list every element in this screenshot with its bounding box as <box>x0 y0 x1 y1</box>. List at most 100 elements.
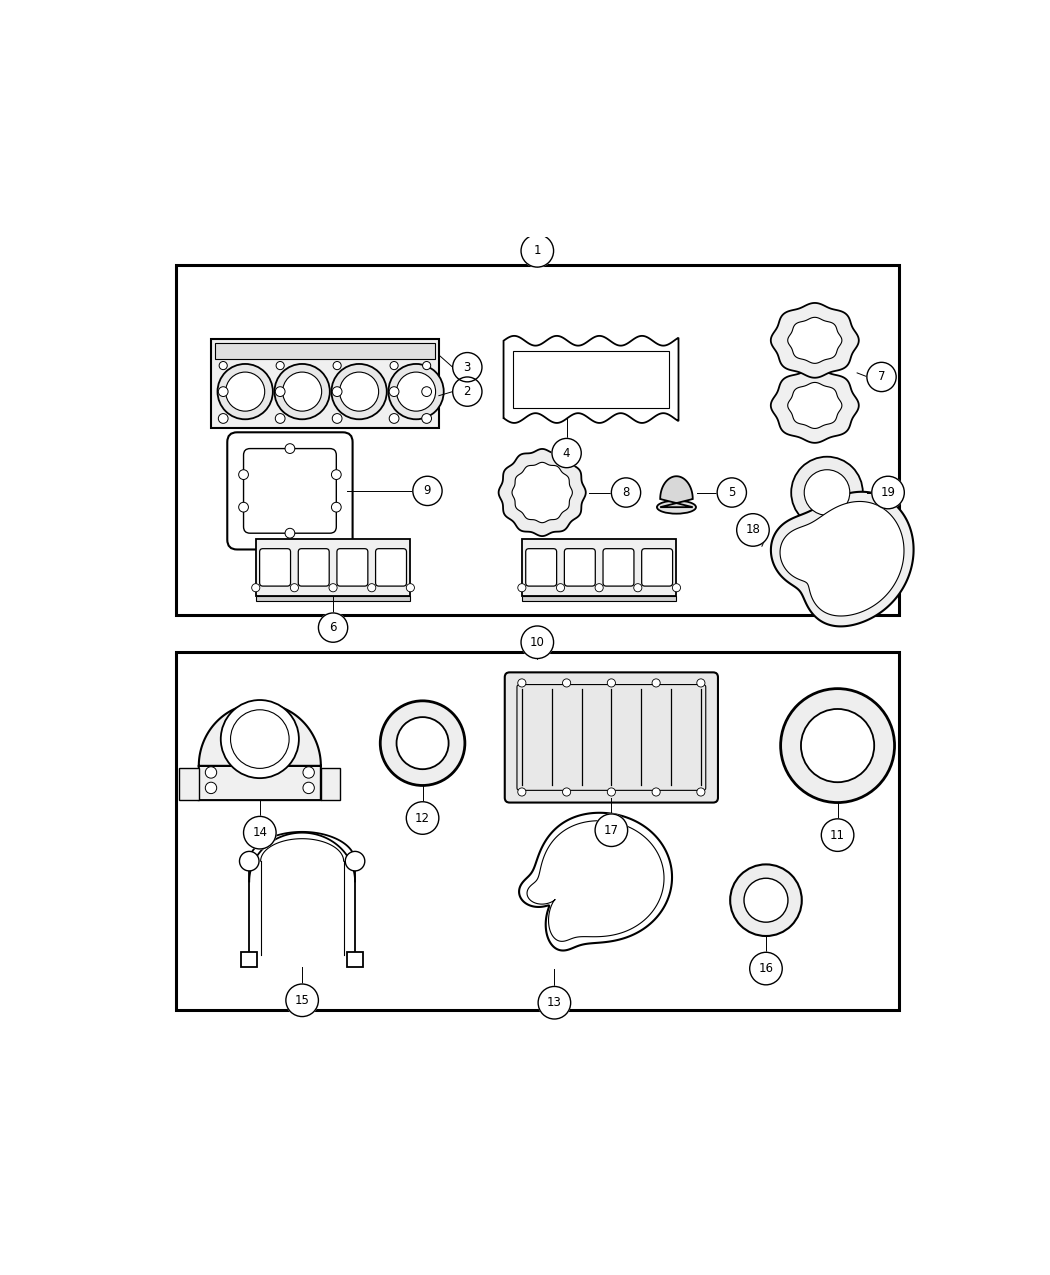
Circle shape <box>518 584 526 592</box>
Circle shape <box>750 952 782 984</box>
Polygon shape <box>788 382 842 428</box>
Text: 13: 13 <box>547 996 562 1010</box>
Text: 6: 6 <box>330 621 337 634</box>
Circle shape <box>303 783 314 793</box>
Circle shape <box>521 235 553 266</box>
FancyBboxPatch shape <box>526 548 556 586</box>
Text: 10: 10 <box>530 636 545 649</box>
Text: 15: 15 <box>295 993 310 1007</box>
Circle shape <box>275 413 285 423</box>
FancyBboxPatch shape <box>298 548 330 586</box>
Circle shape <box>276 362 285 370</box>
Circle shape <box>274 363 330 419</box>
Text: 3: 3 <box>464 361 471 374</box>
Circle shape <box>804 469 849 515</box>
Polygon shape <box>512 463 572 523</box>
FancyBboxPatch shape <box>259 548 291 586</box>
Circle shape <box>238 469 249 479</box>
Circle shape <box>611 478 640 507</box>
Circle shape <box>563 678 571 687</box>
Circle shape <box>413 477 442 506</box>
Circle shape <box>206 766 216 778</box>
Bar <box>256 539 411 595</box>
Text: 5: 5 <box>728 486 735 499</box>
Polygon shape <box>771 492 914 626</box>
Circle shape <box>238 502 249 513</box>
Circle shape <box>744 878 788 922</box>
FancyBboxPatch shape <box>642 548 673 586</box>
Circle shape <box>406 802 439 834</box>
Circle shape <box>332 469 341 479</box>
Circle shape <box>380 701 465 785</box>
Circle shape <box>388 363 444 419</box>
Circle shape <box>390 362 398 370</box>
Circle shape <box>607 788 615 796</box>
Polygon shape <box>504 335 678 423</box>
Circle shape <box>390 386 399 397</box>
Bar <box>176 265 899 616</box>
Circle shape <box>453 353 482 381</box>
Bar <box>242 952 257 966</box>
FancyBboxPatch shape <box>244 449 336 533</box>
Circle shape <box>286 984 318 1016</box>
Polygon shape <box>771 303 859 377</box>
Circle shape <box>332 502 341 513</box>
Circle shape <box>518 788 526 796</box>
Circle shape <box>672 584 680 592</box>
Polygon shape <box>780 501 904 616</box>
Circle shape <box>652 678 660 687</box>
Bar <box>256 595 411 601</box>
Text: 19: 19 <box>881 486 896 499</box>
Bar <box>176 652 899 1010</box>
Circle shape <box>737 514 770 546</box>
Circle shape <box>552 439 582 468</box>
Text: 16: 16 <box>758 963 774 975</box>
Polygon shape <box>771 368 859 442</box>
Ellipse shape <box>657 501 696 514</box>
Polygon shape <box>660 477 693 507</box>
Circle shape <box>634 584 642 592</box>
Bar <box>522 539 676 595</box>
Circle shape <box>218 386 228 397</box>
Circle shape <box>291 584 298 592</box>
Bar <box>180 768 198 801</box>
Circle shape <box>556 584 565 592</box>
Circle shape <box>867 362 897 391</box>
Bar <box>513 351 669 408</box>
Bar <box>256 595 411 601</box>
Circle shape <box>422 413 432 423</box>
Text: 14: 14 <box>252 826 268 839</box>
Circle shape <box>303 766 314 778</box>
Circle shape <box>252 584 259 592</box>
Text: 17: 17 <box>604 824 618 836</box>
Text: 1: 1 <box>533 245 541 258</box>
Circle shape <box>329 584 337 592</box>
Circle shape <box>453 377 482 407</box>
Circle shape <box>345 852 364 871</box>
FancyBboxPatch shape <box>505 672 718 802</box>
Circle shape <box>285 528 295 538</box>
Circle shape <box>422 386 432 397</box>
Circle shape <box>397 717 448 769</box>
Polygon shape <box>198 704 321 801</box>
Circle shape <box>595 584 603 592</box>
Polygon shape <box>499 449 586 536</box>
Bar <box>504 340 678 418</box>
Circle shape <box>518 678 526 687</box>
Bar <box>522 595 676 601</box>
Circle shape <box>275 386 285 397</box>
Polygon shape <box>519 812 672 950</box>
Bar <box>211 339 439 428</box>
Text: 2: 2 <box>464 385 471 398</box>
Text: 8: 8 <box>623 486 630 499</box>
Circle shape <box>231 710 289 769</box>
Circle shape <box>333 362 341 370</box>
Text: 7: 7 <box>878 371 885 384</box>
Text: 18: 18 <box>746 524 760 537</box>
Circle shape <box>218 413 228 423</box>
Circle shape <box>801 709 875 782</box>
Circle shape <box>595 813 628 847</box>
Circle shape <box>697 678 705 687</box>
Circle shape <box>220 700 299 778</box>
FancyBboxPatch shape <box>603 548 634 586</box>
